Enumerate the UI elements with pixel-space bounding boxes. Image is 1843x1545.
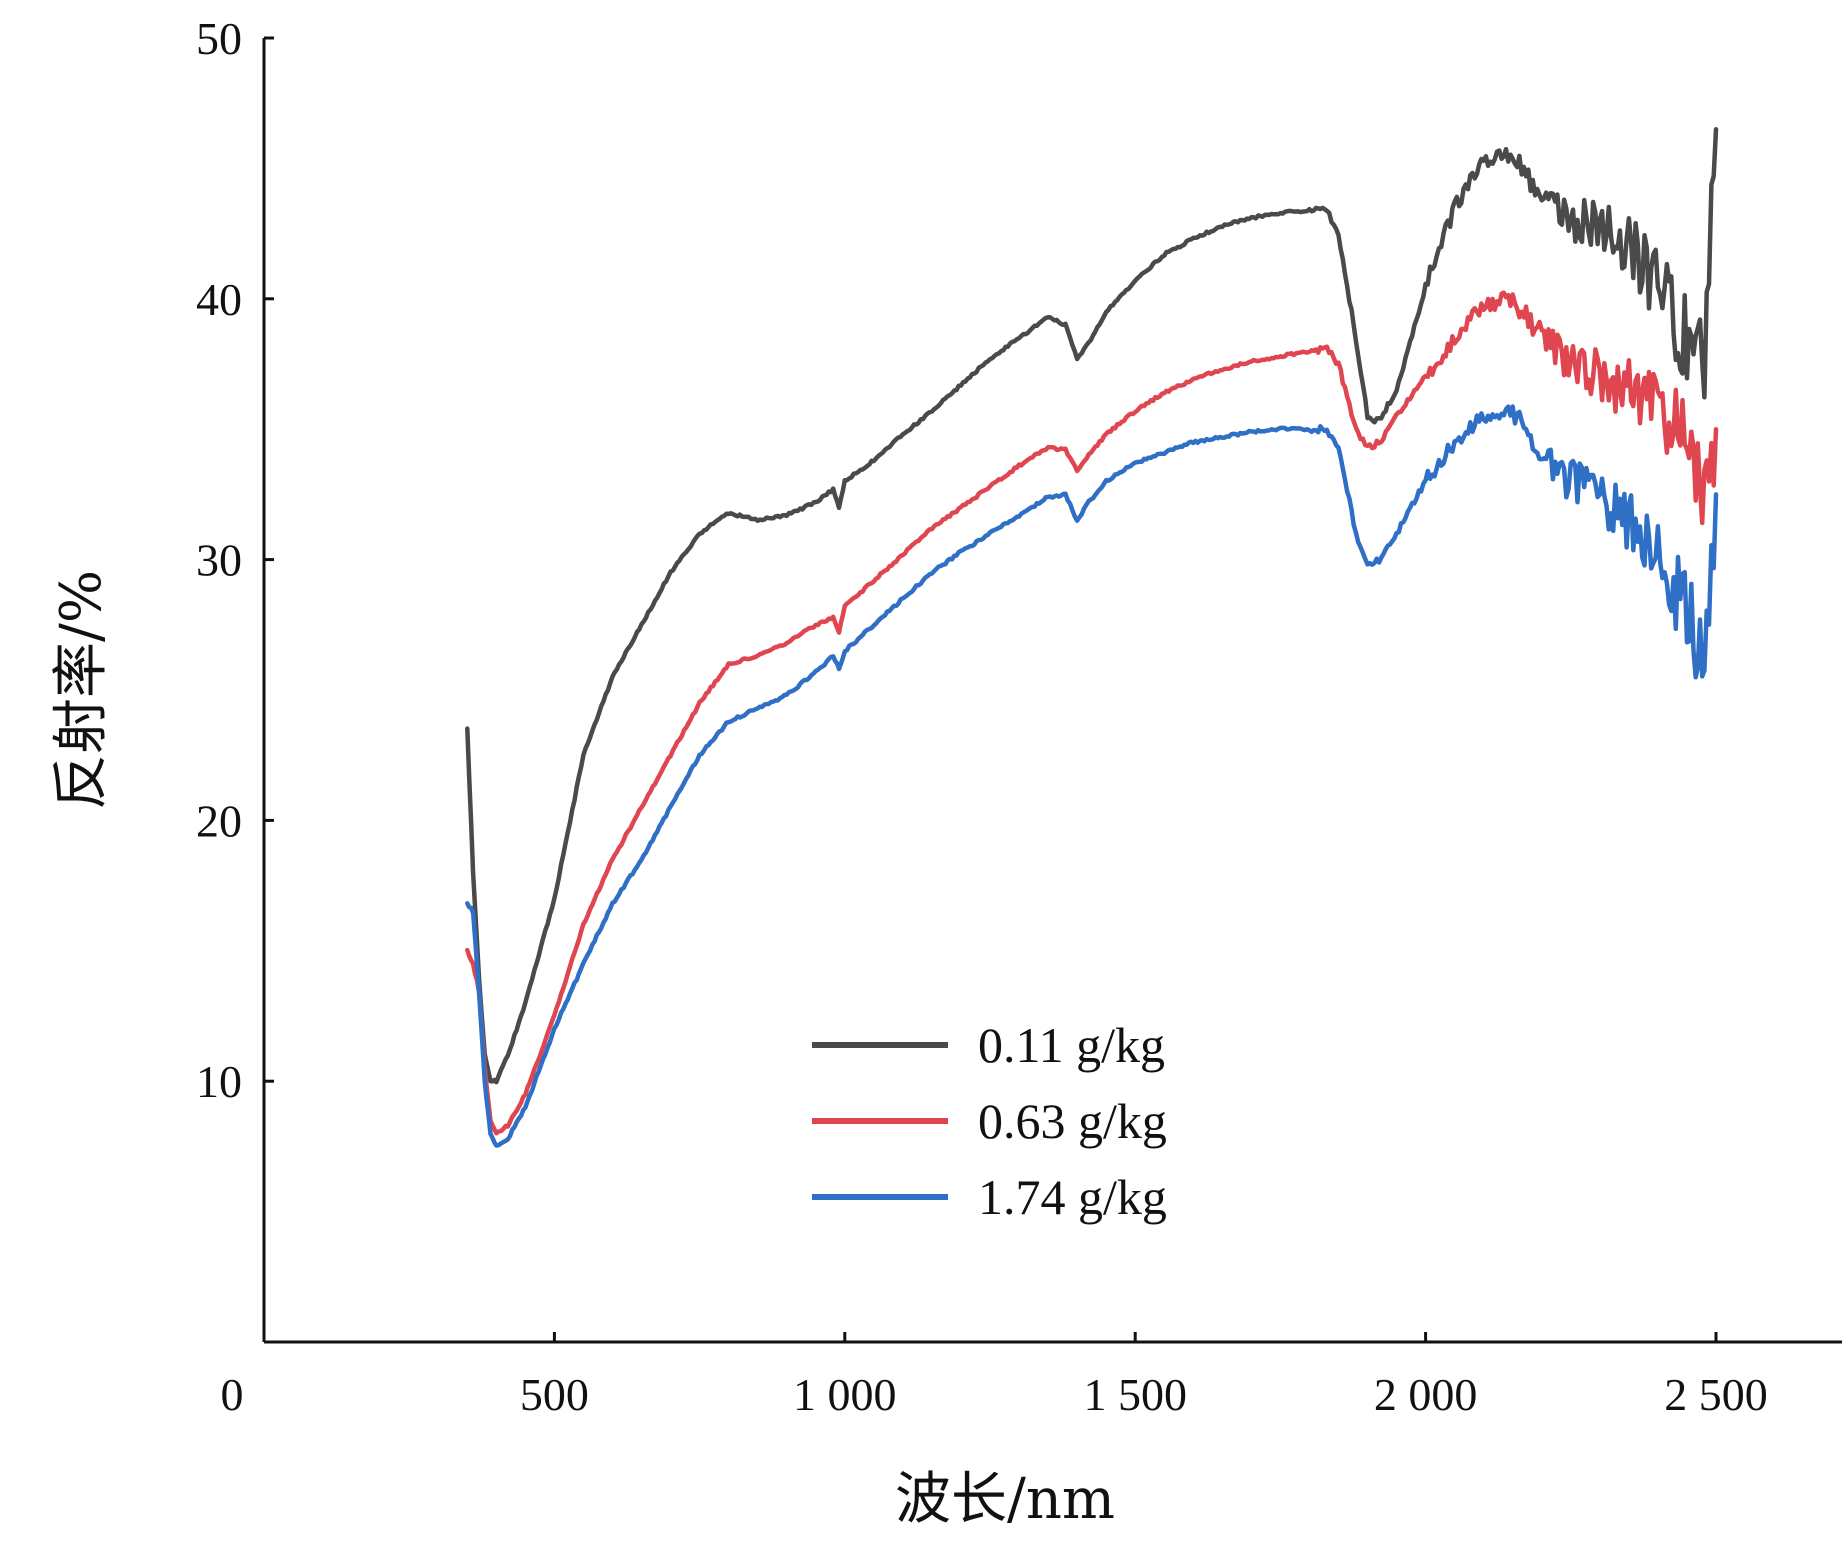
x-tick-label: 2 000 [1374, 1369, 1478, 1420]
y-tick-label: 20 [196, 795, 242, 846]
y-axis-ticks: 10 20 30 40 50 [196, 13, 274, 1107]
y-tick-label: 40 [196, 274, 242, 325]
x-axis-title: 波长/nm [895, 1467, 1115, 1532]
x-tick-label: 500 [520, 1369, 589, 1420]
x-axis-ticks: 0 500 1 000 1 500 2 000 2 500 [221, 1332, 1768, 1420]
series-line-2 [465, 290, 1719, 1136]
y-tick-label: 50 [196, 13, 242, 64]
series-layer [465, 127, 1719, 1148]
y-tick-label: 10 [196, 1056, 242, 1107]
x-tick-label: 2 500 [1664, 1369, 1768, 1420]
legend-label: 0.11 g/kg [978, 1017, 1165, 1073]
x-tick-label: 1 000 [793, 1369, 897, 1420]
legend: 0.11 g/kg 0.63 g/kg 1.74 g/kg [812, 1017, 1167, 1225]
x-tick-label: 0 [221, 1369, 244, 1420]
series-line-3 [465, 404, 1719, 1148]
legend-label: 0.63 g/kg [978, 1093, 1167, 1149]
y-tick-label: 30 [196, 535, 242, 586]
series-line-1 [465, 127, 1719, 1085]
y-axis-title: 反射率/% [49, 570, 114, 810]
legend-label: 1.74 g/kg [978, 1169, 1167, 1225]
x-tick-label: 1 500 [1083, 1369, 1187, 1420]
